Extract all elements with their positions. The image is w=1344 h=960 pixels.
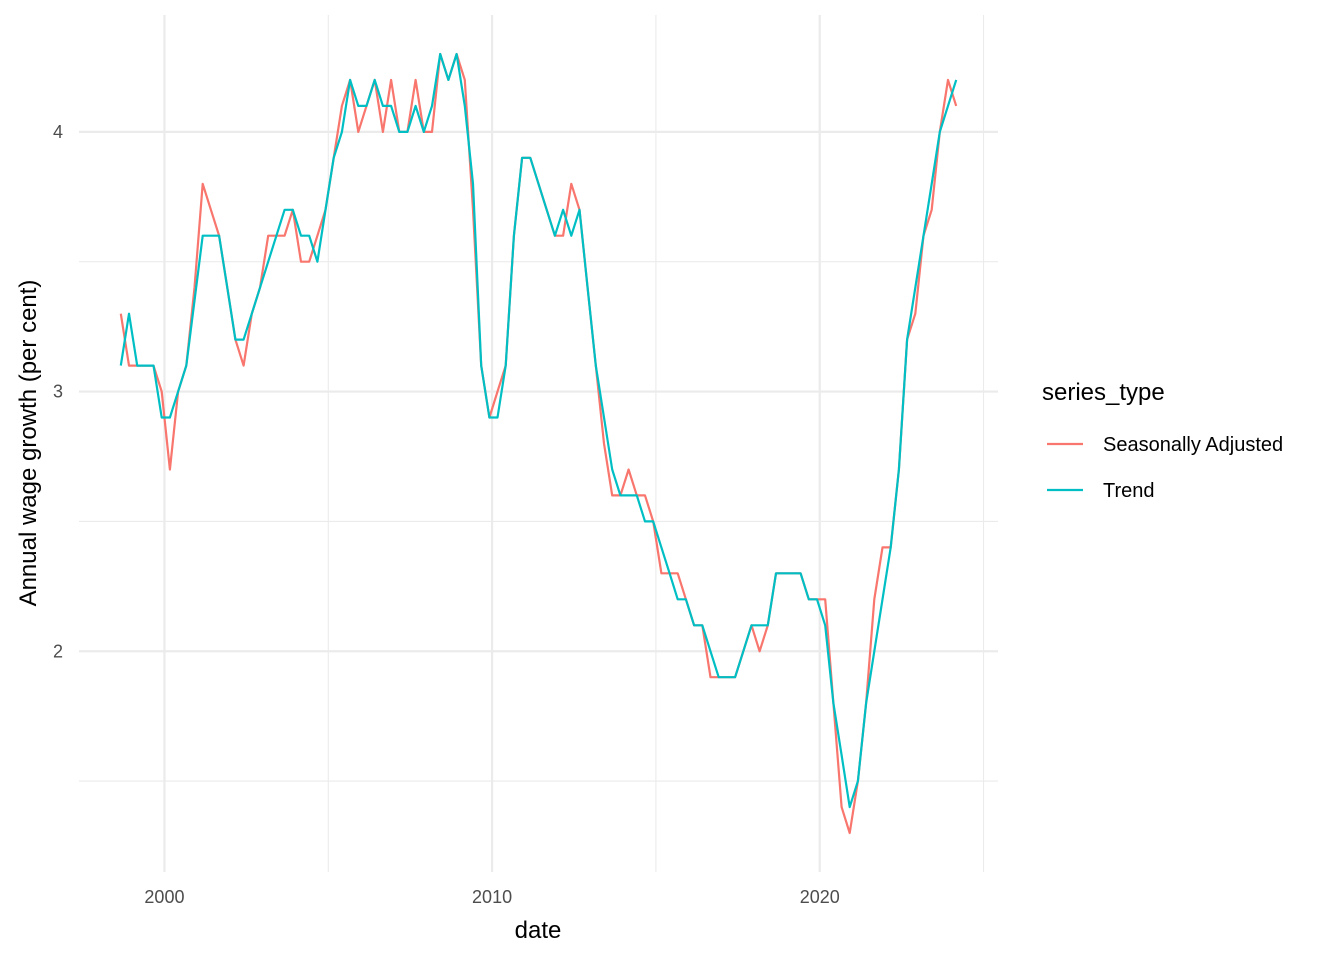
x-tick-label: 2010 [472, 887, 512, 907]
legend-title: series_type [1042, 379, 1165, 406]
series-line-trend [119, 52, 958, 809]
y-tick-label: 3 [53, 382, 63, 402]
y-axis-title: Annual wage growth (per cent) [15, 280, 42, 607]
y-tick-labels: 2 3 4 [53, 122, 63, 661]
series-lines [119, 52, 958, 835]
grid [79, 15, 998, 872]
x-axis-title: date [515, 917, 562, 944]
x-tick-label: 2000 [144, 887, 184, 907]
legend: series_type Seasonally Adjusted Trend [1042, 379, 1283, 502]
series-line-seasonally-adjusted [119, 52, 958, 835]
legend-label-trend: Trend [1103, 480, 1155, 502]
x-tick-labels: 2000 2010 2020 [144, 887, 839, 907]
x-tick-label: 2020 [800, 887, 840, 907]
y-tick-label: 2 [53, 641, 63, 661]
legend-label-seasonally-adjusted: Seasonally Adjusted [1103, 434, 1283, 456]
y-tick-label: 4 [53, 122, 63, 142]
